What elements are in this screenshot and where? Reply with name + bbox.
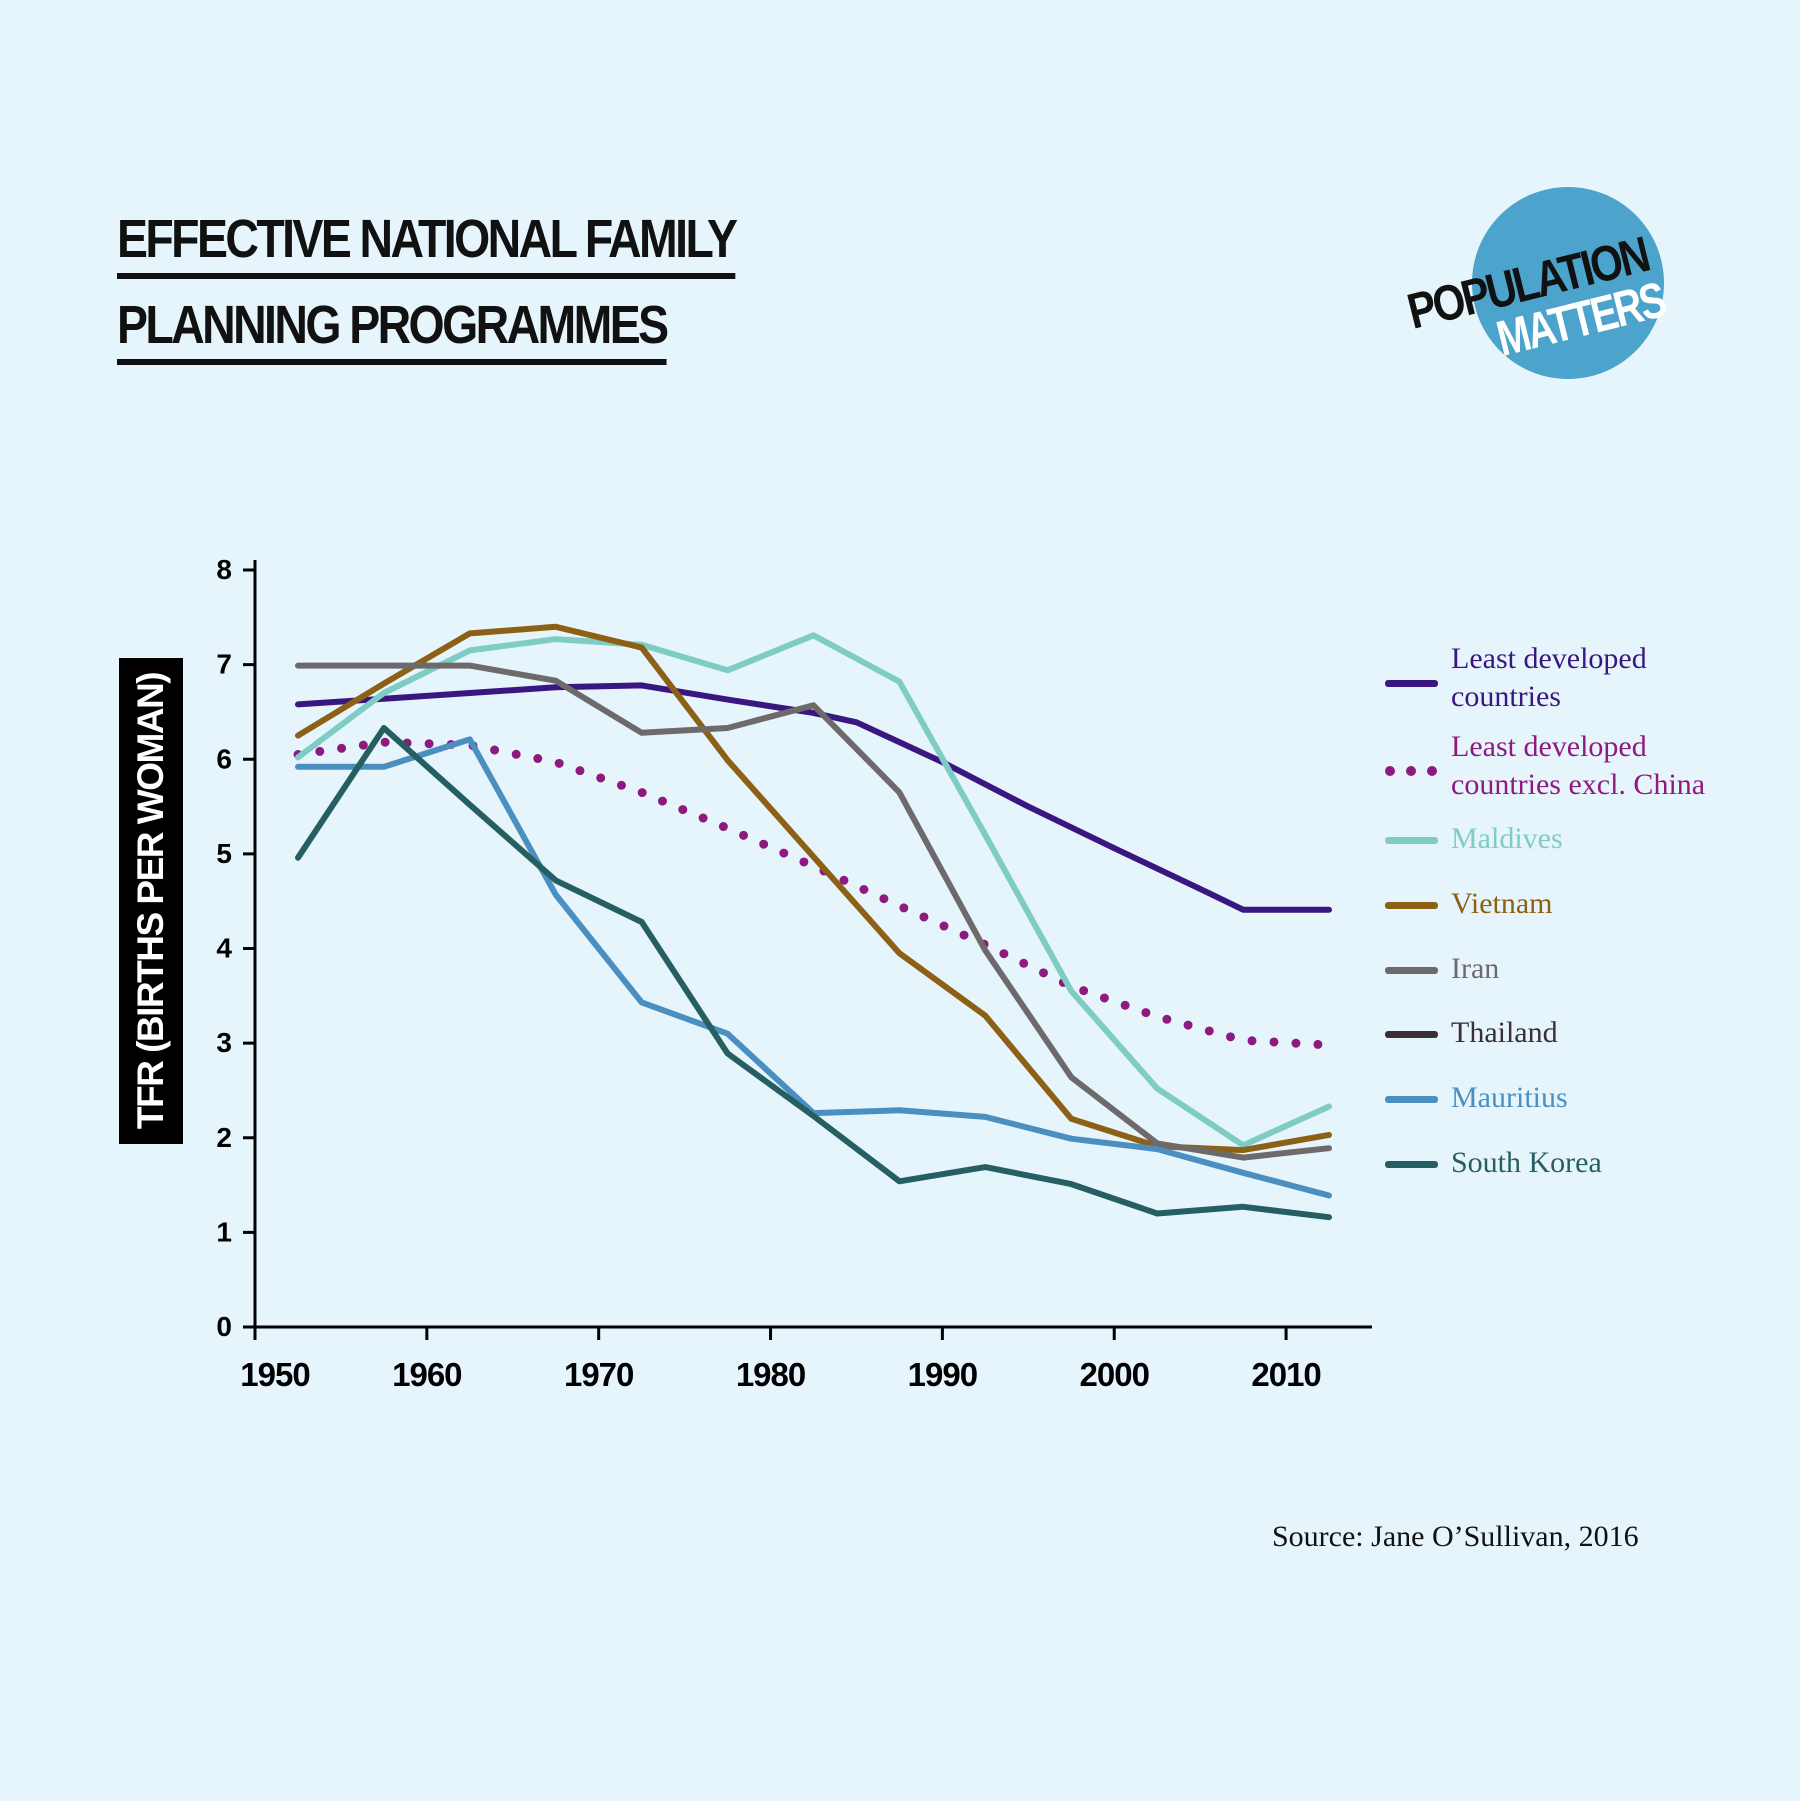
population-matters-logo: POPULATION MATTERS <box>1402 187 1671 379</box>
y-tick-label: 7 <box>216 649 232 680</box>
legend-label: Vietnam <box>1451 887 1553 920</box>
legend-dot <box>1427 766 1437 776</box>
legend-label: South Korea <box>1451 1146 1602 1179</box>
chart-series <box>293 623 1334 1221</box>
legend-dot <box>1406 766 1416 776</box>
legend-label: Least developed countries <box>1451 642 1647 713</box>
x-tick-label: 1950 <box>240 1356 309 1393</box>
series-line-mauritius <box>295 736 1332 1199</box>
legend-swatch <box>1385 1096 1438 1103</box>
series-line-iran <box>295 662 1332 1161</box>
y-tick-label: 6 <box>216 743 232 774</box>
series-line-south-korea <box>295 725 1332 1221</box>
x-tick-label: 2000 <box>1080 1356 1149 1393</box>
x-tick-label: 1980 <box>736 1356 805 1393</box>
legend-swatch <box>1385 1161 1438 1168</box>
chart-axes: 0 1 2 3 4 5 6 7 8 1950 1960 1970 1980 1990 2000 2010 <box>216 554 1372 1393</box>
series-line-least-developed-countries <box>295 682 1332 913</box>
logo-circle <box>1472 187 1664 379</box>
legend-label: Mauritius <box>1451 1081 1568 1114</box>
y-tick-label: 8 <box>216 554 232 585</box>
legend-label: Least developed countries excl. China <box>1451 730 1706 801</box>
y-tick-label: 5 <box>216 838 232 869</box>
chart-title-line-1: EFFECTIVE NATIONAL FAMILY <box>117 209 738 279</box>
legend-swatch <box>1385 1031 1438 1038</box>
y-tick-label: 4 <box>216 933 232 964</box>
y-tick-label: 2 <box>216 1122 232 1153</box>
legend-swatch <box>1385 680 1438 687</box>
legend-dot <box>1385 766 1395 776</box>
legend-label: Thailand <box>1451 1016 1558 1049</box>
legend-swatch <box>1385 837 1438 844</box>
legend-swatch <box>1385 967 1438 974</box>
legend-label: Maldives <box>1451 822 1563 855</box>
x-tick-label: 1990 <box>908 1356 977 1393</box>
legend-label: Iran <box>1451 952 1500 985</box>
y-tick-label: 0 <box>216 1311 232 1342</box>
y-tick-label: 3 <box>216 1027 232 1058</box>
series-line-maldives <box>295 632 1332 1149</box>
x-tick-label: 1960 <box>392 1356 461 1393</box>
chart-title-line-2: PLANNING PROGRAMMES <box>117 295 669 365</box>
y-tick-label: 1 <box>216 1216 232 1247</box>
legend-swatch <box>1385 902 1438 909</box>
x-tick-label: 2010 <box>1251 1356 1320 1393</box>
x-tick-label: 1970 <box>564 1356 633 1393</box>
y-axis-label-box <box>119 658 183 1144</box>
source-note: Source: Jane O’Sullivan, 2016 <box>1272 1520 1639 1553</box>
